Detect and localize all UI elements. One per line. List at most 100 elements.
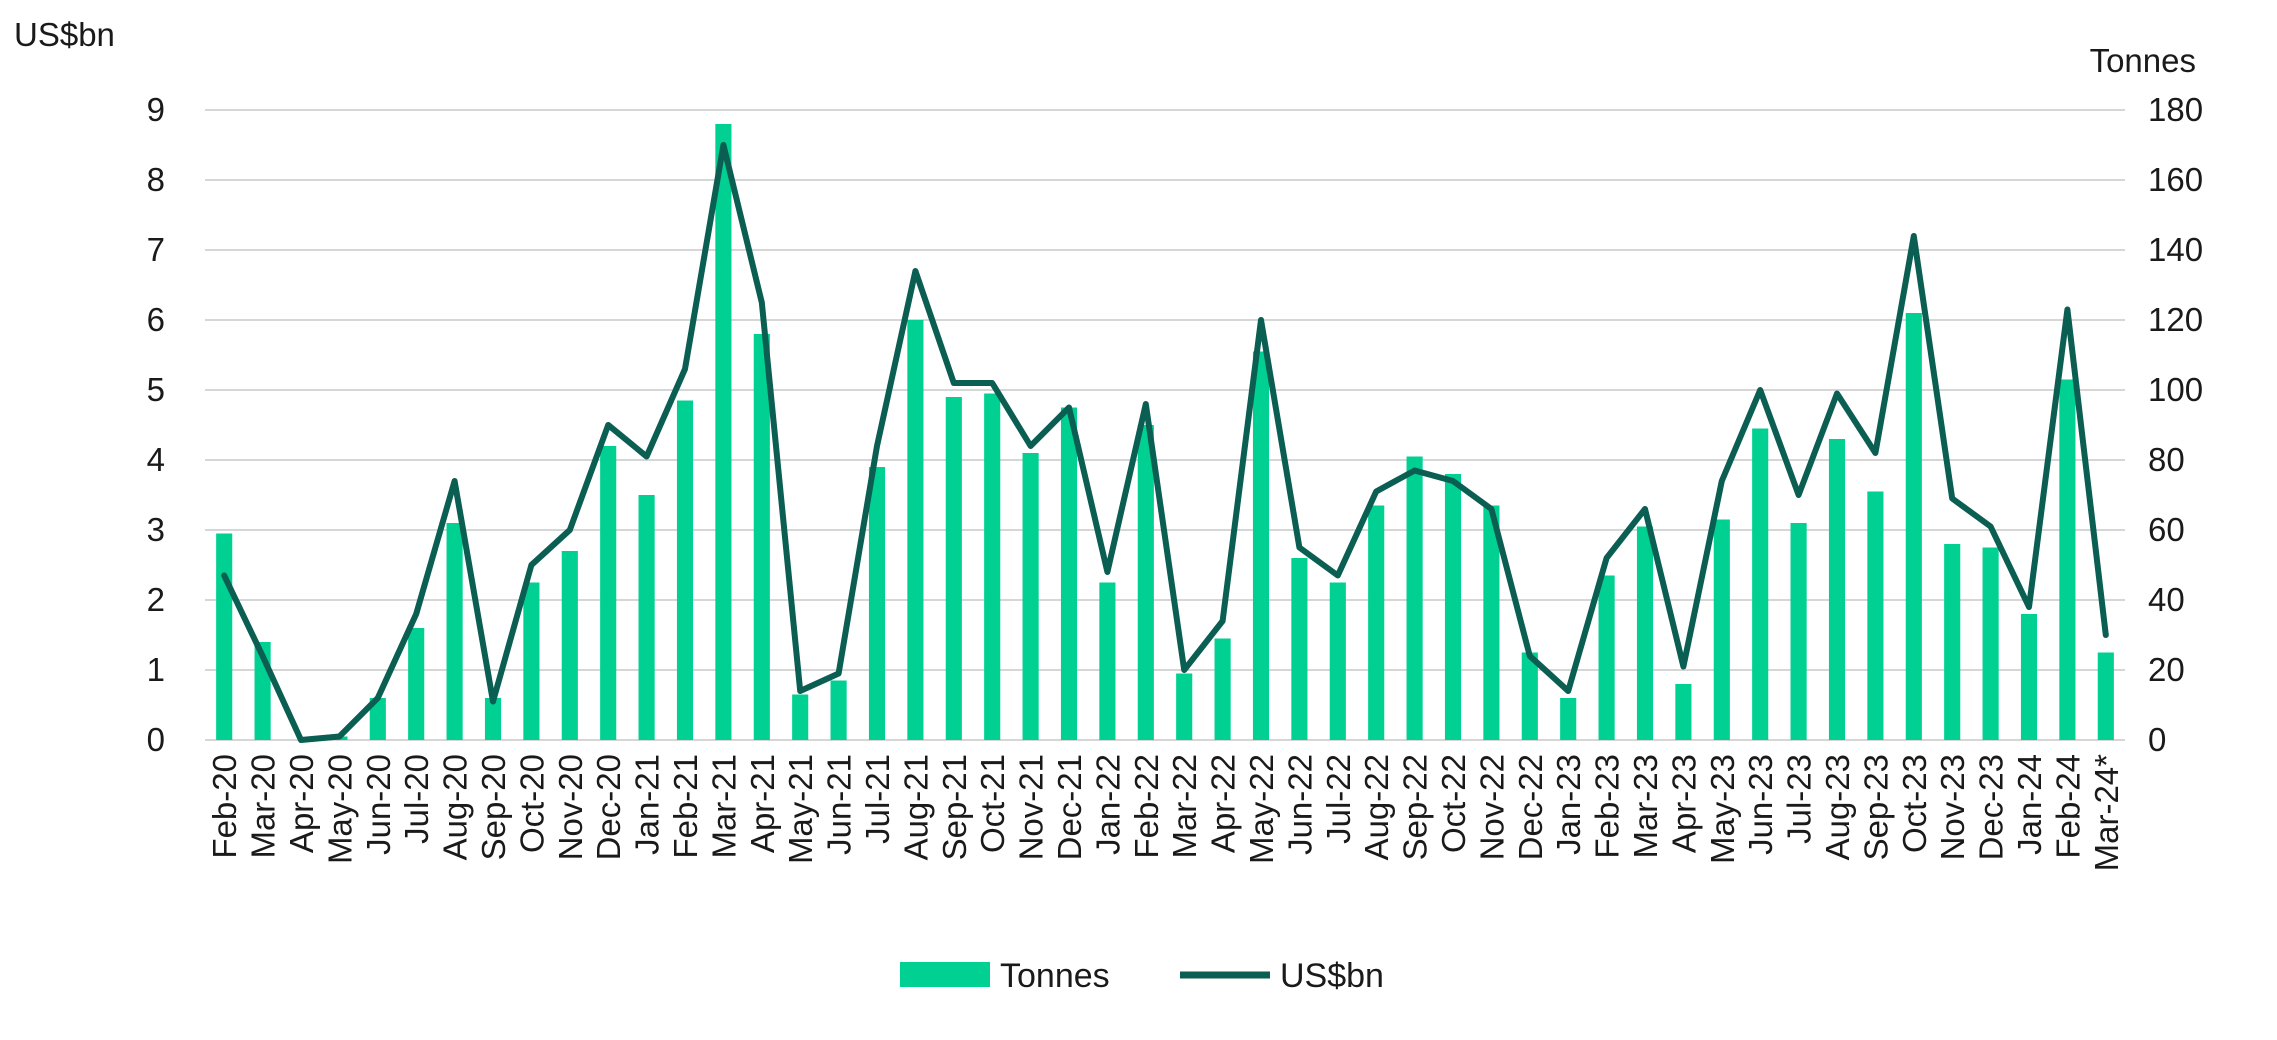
tonnes-bar <box>1214 638 1231 740</box>
right-tick-label: 160 <box>2148 161 2203 198</box>
tonnes-bar <box>1252 351 1270 740</box>
left-tick-label: 5 <box>147 371 165 408</box>
x-tick-label: Aug-20 <box>437 754 474 860</box>
x-tick-label: Oct-23 <box>1896 754 1933 853</box>
tonnes-bar <box>1675 684 1692 740</box>
x-tick-label: Dec-20 <box>590 754 627 860</box>
x-tick-label: Oct-20 <box>513 754 550 853</box>
tonnes-bar <box>1598 575 1615 740</box>
tonnes-bar <box>446 523 463 740</box>
tonnes-bar <box>1713 519 1730 740</box>
tonnes-bar <box>1636 526 1654 740</box>
x-tick-label: Jan-22 <box>1089 754 1126 855</box>
x-tick-label: Sep-23 <box>1857 754 1894 860</box>
right-tick-label: 80 <box>2148 441 2185 478</box>
tonnes-bar <box>945 397 962 740</box>
x-tick-label: Nov-21 <box>1013 754 1050 860</box>
x-tick-label: Mar-24* <box>2088 754 2125 872</box>
x-tick-label: Oct-22 <box>1435 754 1472 853</box>
usbn-line-layer <box>221 142 2109 743</box>
tonnes-bar <box>1521 652 1538 740</box>
tonnes-bar <box>1060 407 1078 740</box>
x-tick-label: Mar-22 <box>1166 754 1203 859</box>
tonnes-bar <box>1905 313 1922 740</box>
tonnes-bar <box>484 698 502 740</box>
right-axis-title: Tonnes <box>2090 42 2196 79</box>
legend-usbn-label: US$bn <box>1280 957 1384 995</box>
tonnes-bars <box>216 124 2114 740</box>
left-tick-label: 0 <box>147 721 165 758</box>
left-tick-label: 6 <box>147 301 165 338</box>
x-tick-label: Feb-24 <box>2049 754 2086 859</box>
left-tick-label: 1 <box>147 651 165 688</box>
right-tick-label: 140 <box>2148 231 2203 268</box>
x-tick-label: Jul-21 <box>859 754 896 844</box>
tonnes-bar <box>369 698 386 740</box>
x-tick-label: Jun-22 <box>1281 754 1318 855</box>
x-tick-label: Jul-22 <box>1320 754 1357 844</box>
tonnes-bar <box>561 551 578 740</box>
left-tick-label: 2 <box>147 581 165 618</box>
x-tick-label: Feb-21 <box>667 754 704 859</box>
x-tick-label: Jul-20 <box>398 754 435 844</box>
tonnes-bar <box>1176 673 1193 740</box>
tonnes-bar <box>1329 582 1346 740</box>
usbn-line <box>221 142 2109 743</box>
tonnes-bar <box>2059 379 2076 740</box>
tonnes-bar <box>638 495 655 740</box>
x-tick-label: Oct-21 <box>974 754 1011 853</box>
x-tick-label: Jan-24 <box>2011 754 2048 855</box>
tonnes-bar <box>1483 505 1500 740</box>
x-tick-label: Mar-20 <box>245 754 282 859</box>
x-tick-label: Aug-23 <box>1819 754 1856 860</box>
x-tick-label: May-20 <box>321 754 358 864</box>
legend-tonnes-swatch <box>900 962 990 987</box>
tonnes-bar <box>2097 652 2114 740</box>
x-tick-label: Aug-22 <box>1358 754 1395 860</box>
x-tick-label: May-21 <box>782 754 819 864</box>
legend: Tonnes US$bn <box>900 957 1384 995</box>
left-tick-label: 3 <box>147 511 165 548</box>
x-tick-label: Apr-22 <box>1205 754 1242 853</box>
tonnes-bar <box>1560 698 1577 740</box>
left-tick-label: 8 <box>147 161 165 198</box>
tonnes-bar <box>1752 428 1769 740</box>
left-tick-label: 4 <box>147 441 165 478</box>
x-tick-label: Nov-20 <box>552 754 589 860</box>
right-tick-label: 180 <box>2148 91 2203 128</box>
tonnes-bar <box>1867 491 1884 740</box>
tonnes-bar <box>408 628 425 740</box>
x-tick-label: Apr-23 <box>1665 754 1702 853</box>
x-tick-label: Apr-20 <box>283 754 320 853</box>
tonnes-bar <box>984 393 1001 740</box>
tonnes-bar <box>1022 453 1039 740</box>
x-tick-label: Sep-21 <box>936 754 973 860</box>
right-tick-label: 20 <box>2148 651 2185 688</box>
x-tick-label: Jun-23 <box>1742 754 1779 855</box>
x-tick-label: Feb-22 <box>1128 754 1165 859</box>
tonnes-bar <box>907 320 924 740</box>
x-tick-label: Dec-22 <box>1512 754 1549 860</box>
x-axis-ticks: Feb-20 Mar-20 Apr-20 May-20 Jun-20 Jul-20 Aug-… <box>206 754 2125 872</box>
tonnes-bar <box>523 582 540 740</box>
tonnes-bar <box>868 467 886 740</box>
x-tick-label: Feb-20 <box>206 754 243 859</box>
tonnes-bar <box>216 533 233 740</box>
tonnes-bar <box>792 694 809 740</box>
tonnes-bar <box>676 400 694 740</box>
x-tick-label: Jun-21 <box>821 754 858 855</box>
x-tick-label: Dec-23 <box>1973 754 2010 860</box>
tonnes-bar <box>715 124 732 740</box>
tonnes-bar <box>753 334 770 740</box>
x-tick-label: Jan-23 <box>1550 754 1587 855</box>
legend-tonnes-label: Tonnes <box>1000 957 1110 995</box>
right-tick-label: 0 <box>2148 721 2166 758</box>
x-tick-label: May-23 <box>1704 754 1741 864</box>
right-tick-label: 40 <box>2148 581 2185 618</box>
tonnes-bar <box>1099 582 1116 740</box>
right-axis-ticks: 0 20 40 60 80 100 120 140 160 180 <box>2148 91 2203 758</box>
left-axis-title: US$bn <box>14 16 115 53</box>
tonnes-bar <box>1368 505 1385 740</box>
right-tick-label: 120 <box>2148 301 2203 338</box>
x-tick-label: Sep-22 <box>1397 754 1434 860</box>
